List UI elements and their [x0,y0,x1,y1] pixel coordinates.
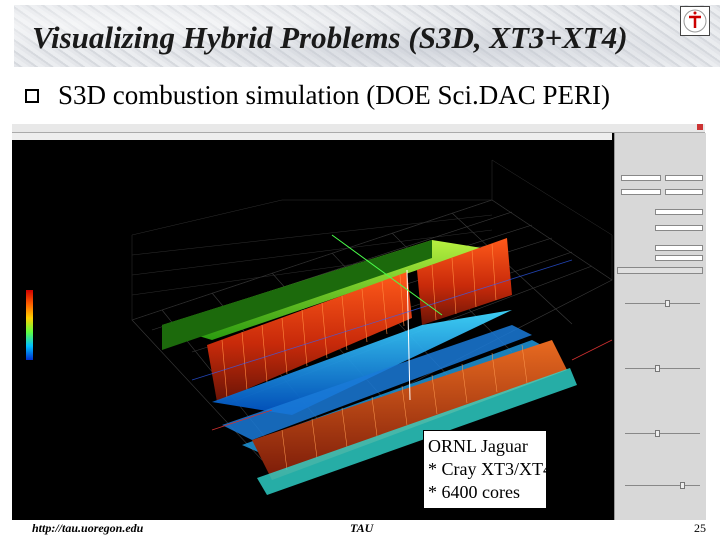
dropdown[interactable] [621,189,661,195]
panel-tabs[interactable] [617,267,703,274]
slider[interactable] [625,300,700,307]
callout-line-1: ORNL Jaguar [428,436,528,456]
page-number: 25 [694,521,706,535]
3d-visualization[interactable] [12,140,614,520]
window-menu-bar [12,133,612,140]
close-icon[interactable] [697,124,703,130]
text-field[interactable] [655,255,703,261]
slider[interactable] [625,482,700,489]
text-field[interactable] [655,225,703,231]
dropdown[interactable] [665,175,703,181]
color-scale-legend [26,290,33,360]
text-field[interactable] [655,209,703,215]
slide-title: Visualizing Hybrid Problems (S3D, XT3+XT… [32,20,628,55]
callout-line-3: * 6400 cores [428,482,520,502]
dropdown[interactable] [665,189,703,195]
tau-logo-icon [680,6,710,36]
callout-line-2: * Cray XT3/XT4 [428,459,552,479]
bullet-text: S3D combustion simulation (DOE Sci.DAC P… [58,80,610,110]
title-banner [14,5,720,67]
window-title-bar[interactable] [12,124,705,133]
footer-center-label: TAU [350,521,374,535]
system-info-box: ORNL Jaguar * Cray XT3/XT4 * 6400 cores [423,430,552,509]
slider[interactable] [625,430,700,437]
footer-url: http://tau.uoregon.edu [32,521,144,535]
control-panel [614,133,706,520]
square-bullet-icon [25,89,39,103]
slider[interactable] [625,365,700,372]
paraprof-screenshot [12,124,706,520]
text-field[interactable] [655,245,703,251]
dropdown[interactable] [621,175,661,181]
